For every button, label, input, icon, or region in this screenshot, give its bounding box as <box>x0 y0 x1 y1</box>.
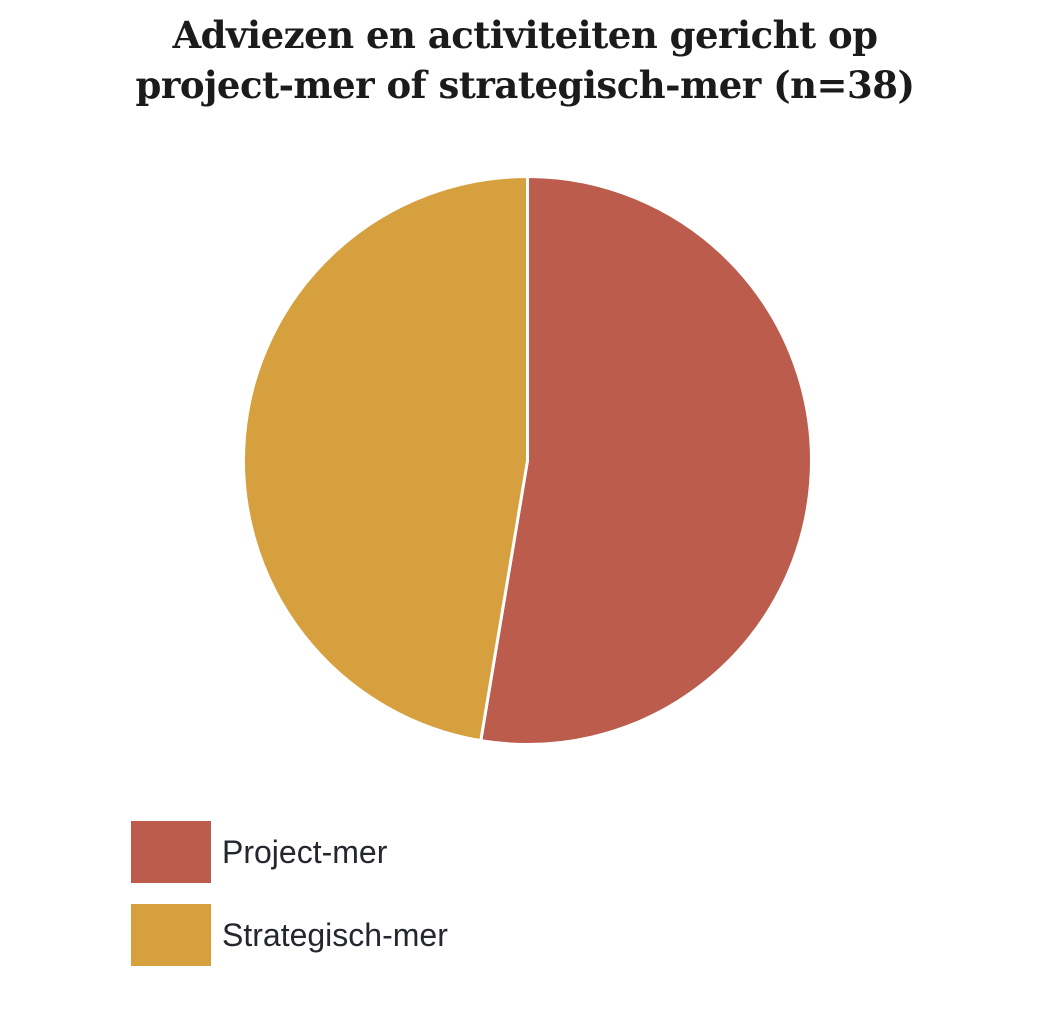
chart-title: Adviezen en activiteiten gericht op proj… <box>0 10 1050 110</box>
pie-svg <box>242 175 813 746</box>
legend-label-strategisch-mer: Strategisch-mer <box>222 917 448 953</box>
legend-item-project-mer: Project-mer <box>131 821 448 883</box>
legend-swatch-project-mer <box>131 821 211 883</box>
legend-label-project-mer: Project-mer <box>222 834 388 870</box>
legend: Project-mer Strategisch-mer <box>131 821 448 966</box>
legend-swatch-strategisch-mer <box>131 904 211 966</box>
legend-item-strategisch-mer: Strategisch-mer <box>131 904 448 966</box>
pie-slice-strategisch-mer <box>242 175 529 743</box>
pie-slice-project-mer <box>479 175 813 746</box>
chart-title-line-2: project-mer of strategisch-mer (n=38) <box>135 63 915 107</box>
pie-chart <box>242 175 813 746</box>
chart-title-line-1: Adviezen en activiteiten gericht op <box>172 13 878 57</box>
